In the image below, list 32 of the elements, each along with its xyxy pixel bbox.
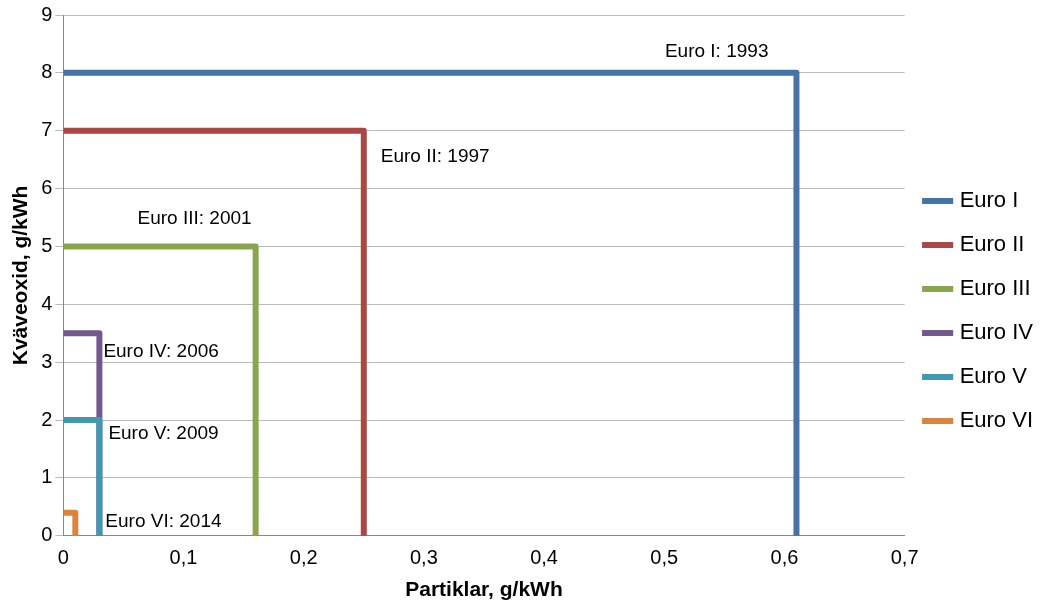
x-axis-title: Partiklar, g/kWh [405,577,563,601]
x-tick-label: 0,3 [409,546,438,569]
x-tick-label: 0,6 [770,546,799,569]
legend-label: Euro II [959,231,1025,257]
y-tick-label: 7 [41,118,53,141]
legend-label: Euro IV [959,319,1034,345]
x-tick-label: 0,1 [169,546,198,569]
y-tick-label: 5 [41,233,53,256]
x-tick-label: 0,2 [289,546,318,569]
annotation: Euro IV: 2006 [103,339,219,361]
y-tick-label: 4 [41,291,53,314]
legend-label: Euro I [959,187,1019,213]
y-axis-title: Kväveoxid, g/kWh [8,185,32,366]
annotation: Euro VI: 2014 [105,509,222,531]
y-tick-label: 1 [41,465,53,488]
x-tick-label: 0 [57,546,69,569]
annotation: Euro III: 2001 [137,206,252,228]
annotation: Euro I: 1993 [664,40,769,62]
y-tick-label: 9 [41,2,53,25]
y-tick-label: 6 [41,176,53,199]
legend-label: Euro V [959,363,1028,389]
x-tick-label: 0,5 [650,546,679,569]
y-tick-label: 3 [41,349,53,372]
y-tick-label: 8 [41,60,53,83]
y-tick-label: 0 [41,523,53,546]
annotation: Euro II: 1997 [380,144,490,166]
annotation: Euro V: 2009 [108,422,219,444]
x-tick-label: 0,4 [530,546,558,569]
legend-label: Euro VI [959,407,1034,433]
legend-label: Euro III [959,275,1031,301]
x-tick-label: 0,7 [890,546,919,569]
y-tick-label: 2 [41,407,53,430]
